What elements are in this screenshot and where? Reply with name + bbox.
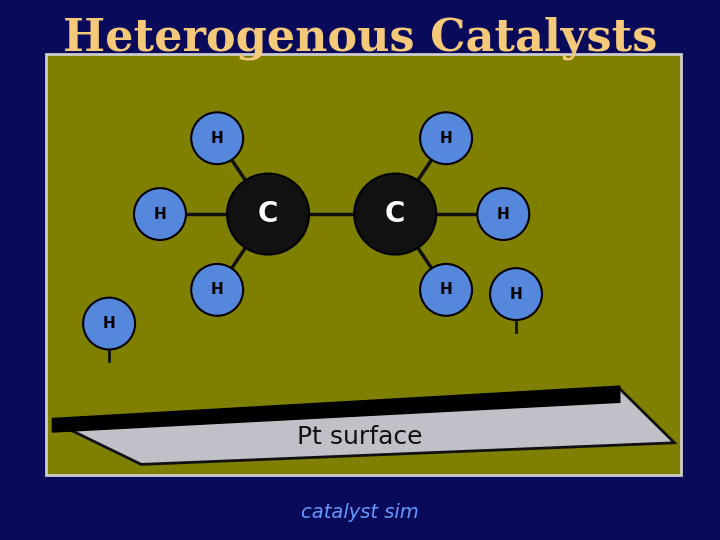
FancyBboxPatch shape bbox=[45, 54, 681, 475]
Text: H: H bbox=[211, 282, 224, 298]
Ellipse shape bbox=[83, 298, 135, 349]
Text: Pt surface: Pt surface bbox=[297, 426, 423, 449]
Ellipse shape bbox=[490, 268, 542, 320]
Text: Heterogenous Catalysts: Heterogenous Catalysts bbox=[63, 16, 657, 59]
Text: H: H bbox=[510, 287, 523, 301]
Text: C: C bbox=[258, 200, 278, 228]
Ellipse shape bbox=[192, 112, 243, 164]
Text: C: C bbox=[385, 200, 405, 228]
Text: H: H bbox=[153, 207, 166, 221]
Text: H: H bbox=[211, 131, 224, 146]
Polygon shape bbox=[53, 386, 620, 432]
Text: H: H bbox=[103, 316, 115, 331]
Ellipse shape bbox=[134, 188, 186, 240]
Text: catalyst sim: catalyst sim bbox=[301, 503, 419, 523]
Ellipse shape bbox=[420, 112, 472, 164]
Polygon shape bbox=[53, 389, 675, 464]
Text: H: H bbox=[440, 282, 452, 298]
Ellipse shape bbox=[192, 264, 243, 316]
Text: H: H bbox=[497, 207, 510, 221]
Ellipse shape bbox=[354, 173, 436, 254]
Ellipse shape bbox=[420, 264, 472, 316]
Text: H: H bbox=[440, 131, 452, 146]
Ellipse shape bbox=[227, 173, 309, 254]
Ellipse shape bbox=[477, 188, 529, 240]
